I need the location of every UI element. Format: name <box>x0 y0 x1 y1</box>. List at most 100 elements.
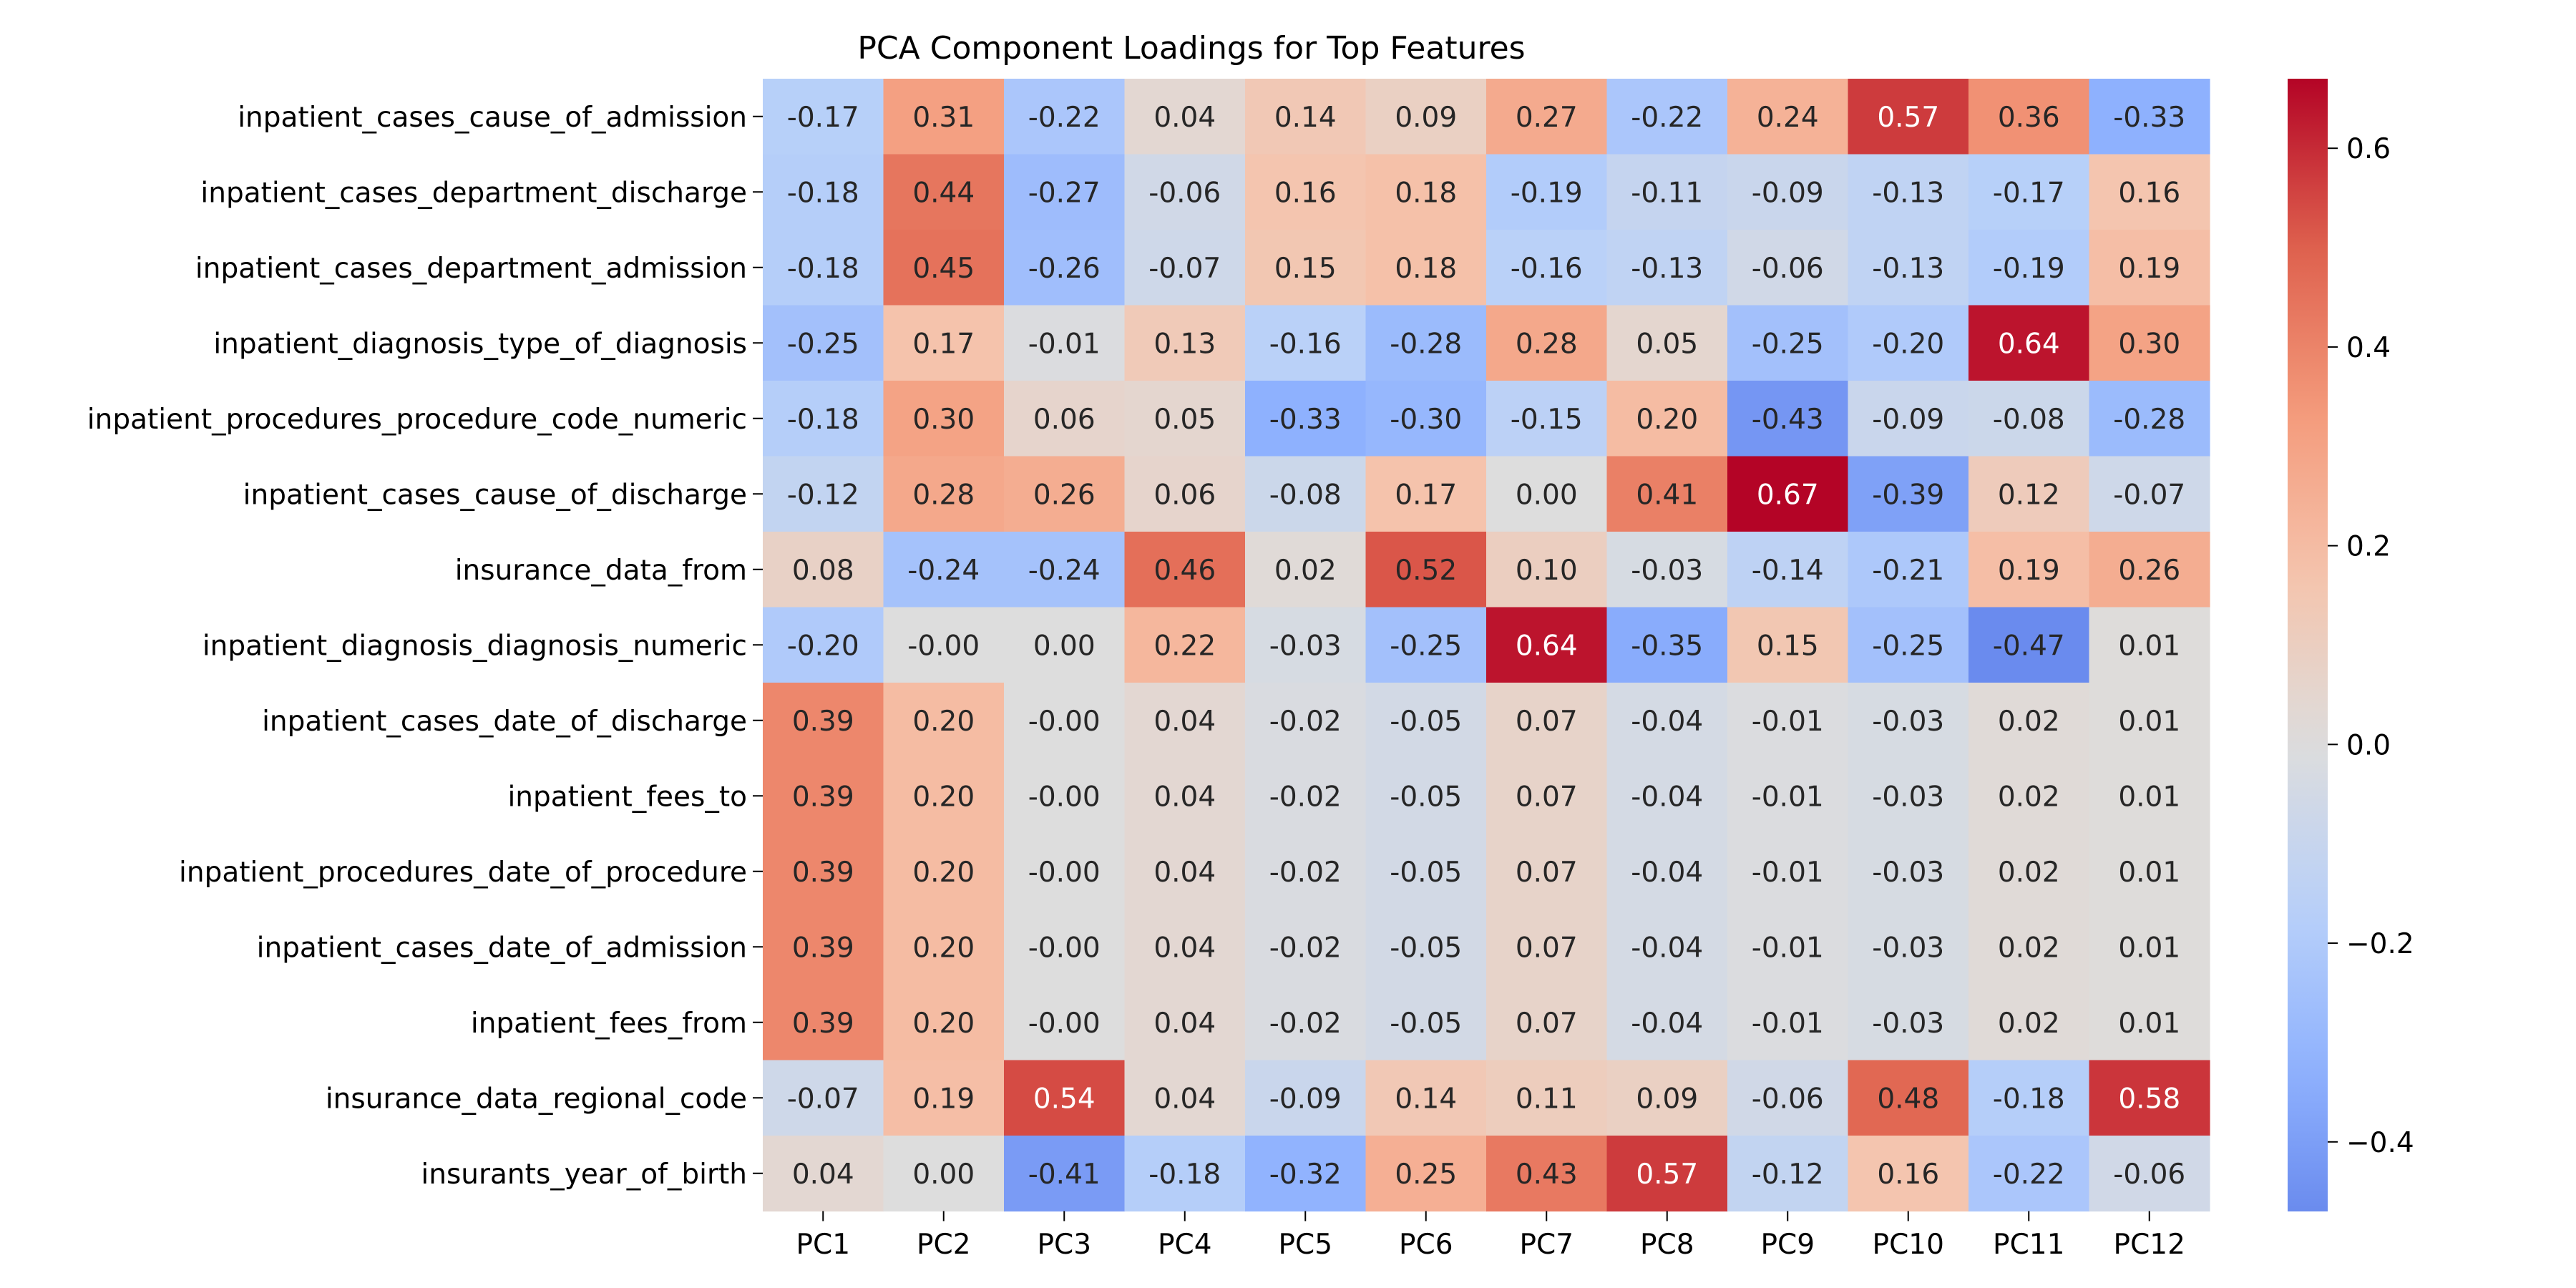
row-label: inpatient_cases_cause_of_discharge <box>243 479 747 511</box>
heatmap-cell <box>763 230 884 306</box>
heatmap-cell <box>763 305 884 381</box>
colorbar-tick-label: 0.6 <box>2346 133 2391 165</box>
heatmap-cell <box>763 607 884 683</box>
heatmap-cell <box>1124 230 1246 306</box>
cell-value-label: 0.64 <box>1516 630 1578 662</box>
heatmap-cell <box>1486 683 1608 759</box>
cell-value-label: 0.00 <box>1033 630 1096 662</box>
cell-value-label: 0.07 <box>1516 781 1578 813</box>
heatmap-cell <box>1365 230 1487 306</box>
heatmap-cell <box>1727 230 1849 306</box>
heatmap-cell <box>1365 1136 1487 1212</box>
cell-value-label: 0.16 <box>2118 177 2180 209</box>
colorbar-gradient <box>2288 79 2328 1211</box>
cell-value-label: 0.20 <box>1636 404 1698 436</box>
cell-value-label: 0.18 <box>1395 253 1457 285</box>
cell-value-label: -0.03 <box>1631 555 1703 587</box>
heatmap-cell <box>1606 381 1728 457</box>
cell-value-label: -0.14 <box>1752 555 1824 587</box>
cell-value-label: -0.09 <box>1872 404 1944 436</box>
cell-value-label: 0.02 <box>1998 1008 2060 1040</box>
cell-value-label: -0.13 <box>1872 177 1944 209</box>
heatmap-cell <box>763 683 884 759</box>
cell-value-label: 0.27 <box>1516 102 1578 134</box>
cell-value-label: 0.12 <box>1998 479 2060 511</box>
cell-value-label: -0.08 <box>1993 404 2065 436</box>
cell-value-label: 0.36 <box>1998 102 2060 134</box>
heatmap-cell <box>883 305 1005 381</box>
cell-value-label: 0.08 <box>792 555 854 587</box>
row-label: inpatient_cases_department_admission <box>195 253 747 285</box>
heatmap-cell <box>763 834 884 910</box>
cell-value-label: -0.04 <box>1631 1008 1703 1040</box>
cell-value-label: 0.04 <box>1153 102 1216 134</box>
cell-value-label: -0.05 <box>1390 857 1462 889</box>
row-label: inpatient_fees_from <box>471 1008 747 1040</box>
heatmap-cell <box>2089 607 2210 683</box>
cell-value-label: -0.09 <box>1269 1083 1342 1115</box>
cell-value-label: 0.10 <box>1516 555 1578 587</box>
heatmap-cell <box>883 1136 1005 1212</box>
cell-value-label: -0.01 <box>1752 706 1824 738</box>
cell-value-label: 0.07 <box>1516 1008 1578 1040</box>
cell-value-label: -0.01 <box>1752 857 1824 889</box>
heatmap-cell <box>2089 305 2210 381</box>
heatmap-cell <box>1727 79 1849 155</box>
heatmap-cell <box>1245 758 1367 834</box>
cell-value-label: 0.52 <box>1395 555 1457 587</box>
row-label: inpatient_cases_date_of_discharge <box>262 706 747 738</box>
heatmap-cell <box>1365 909 1487 985</box>
cell-value-label: 0.16 <box>1877 1158 1939 1191</box>
cell-value-label: -0.13 <box>1872 253 1944 285</box>
heatmap-cell <box>1848 305 1969 381</box>
cell-value-label: -0.08 <box>1269 479 1342 511</box>
heatmap-cell <box>1486 532 1608 608</box>
column-label: PC9 <box>1760 1229 1815 1261</box>
cell-value-label: 0.04 <box>1153 1008 1216 1040</box>
heatmap-cell <box>883 1060 1005 1136</box>
cell-value-label: 0.04 <box>1153 932 1216 964</box>
heatmap-cell <box>1606 154 1728 230</box>
cell-value-label: 0.02 <box>1998 706 2060 738</box>
cell-value-label: -0.32 <box>1269 1158 1342 1191</box>
heatmap-cell <box>1848 532 1969 608</box>
cell-value-label: 0.25 <box>1395 1158 1457 1191</box>
cell-value-label: 0.07 <box>1516 706 1578 738</box>
heatmap-cell <box>1365 834 1487 910</box>
cell-value-label: 0.43 <box>1516 1158 1578 1191</box>
cell-value-label: -0.06 <box>1148 177 1221 209</box>
row-labels: inpatient_cases_cause_of_admissioninpati… <box>87 102 763 1191</box>
heatmap-cell <box>1486 909 1608 985</box>
heatmap-cell <box>2089 683 2210 759</box>
heatmap-cell <box>1004 834 1126 910</box>
cell-value-label: -0.43 <box>1752 404 1824 436</box>
colorbar: 0.6 0.4 0.2 0.0 −0.2 −0.4 <box>2288 79 2414 1211</box>
heatmap-cell <box>1004 154 1126 230</box>
heatmap-cell <box>1124 381 1246 457</box>
column-label: PC11 <box>1993 1229 2064 1261</box>
cell-value-label: -0.33 <box>2113 102 2185 134</box>
row-label: inpatient_diagnosis_type_of_diagnosis <box>213 328 747 360</box>
heatmap-cell <box>1004 456 1126 532</box>
heatmap-cell <box>1365 154 1487 230</box>
column-labels: PC1 PC2 PC3 PC4 PC5 PC6 PC7 PC8 PC9 PC10 PC11 PC12 <box>796 1211 2185 1261</box>
heatmap-cell <box>2089 1136 2210 1212</box>
heatmap-cell <box>1606 1060 1728 1136</box>
cell-value-label: -0.02 <box>1269 1008 1342 1040</box>
cell-value-label: 0.26 <box>2118 555 2180 587</box>
column-label: PC8 <box>1640 1229 1694 1261</box>
cell-value-label: 0.20 <box>912 781 975 813</box>
cell-value-label: 0.04 <box>1153 857 1216 889</box>
cell-value-label: 0.02 <box>1998 932 2060 964</box>
heatmap-cell <box>1124 683 1246 759</box>
heatmap-cell <box>883 607 1005 683</box>
cell-value-label: 0.20 <box>912 1008 975 1040</box>
cell-value-label: -0.02 <box>1269 857 1342 889</box>
cell-value-label: -0.03 <box>1872 706 1944 738</box>
heatmap-cell <box>2089 909 2210 985</box>
cell-value-label: 0.04 <box>1153 1083 1216 1115</box>
heatmap-cell <box>1968 305 2090 381</box>
cell-value-label: 0.04 <box>1153 781 1216 813</box>
cell-value-label: 0.01 <box>2118 1008 2180 1040</box>
heatmap-cell <box>763 758 884 834</box>
